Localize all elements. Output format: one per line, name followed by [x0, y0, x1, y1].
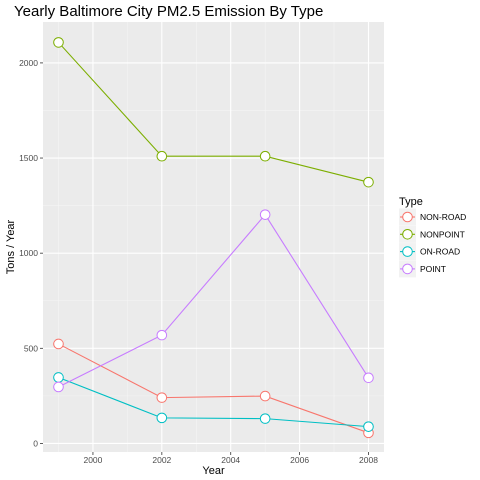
- x-tick-label: 2002: [152, 455, 171, 465]
- legend-key-point-nonpoint: [402, 229, 413, 240]
- series-line-on-road: [58, 376, 369, 428]
- data-point-on-road: [156, 412, 168, 424]
- legend-label-point: POINT: [420, 264, 446, 274]
- legend-title: Type: [399, 196, 423, 208]
- legend: NON-ROAD NONPOINT ON-ROAD POINT: [399, 208, 466, 278]
- x-tick-label: 2008: [359, 455, 378, 465]
- data-point-nonpoint: [53, 37, 64, 48]
- y-tick-label: 0: [33, 438, 38, 448]
- legend-label-on-road: ON-ROAD: [420, 247, 460, 257]
- data-point-nonpoint: [363, 176, 374, 188]
- y-tick-label: 500: [24, 343, 38, 353]
- data-point-non-road: [156, 392, 168, 403]
- data-point-point: [363, 372, 374, 384]
- y-axis-title: Tons / Year: [5, 219, 17, 274]
- data-point-point: [156, 329, 168, 341]
- series-line-non-road: [58, 343, 369, 434]
- legend-key-point-point: [402, 263, 413, 275]
- y-tick-label: 1000: [19, 248, 38, 258]
- data-point-on-road: [259, 413, 271, 424]
- series-line-nonpoint: [58, 42, 369, 183]
- data-point-non-road: [259, 390, 271, 402]
- series-line-point: [58, 213, 369, 388]
- series-lines: [58, 42, 369, 434]
- data-point-nonpoint: [259, 150, 271, 162]
- x-tick-label: 2004: [221, 455, 240, 465]
- y-axis: 0 500 1000 1500 2000: [19, 58, 43, 448]
- legend-key-point-non-road: [402, 211, 413, 223]
- data-point-point: [259, 209, 271, 220]
- series-points: [53, 37, 374, 439]
- x-axis: 2000 2002 2004 2006 2008: [83, 452, 378, 465]
- data-point-point: [53, 381, 64, 393]
- minor-gridlines: [43, 22, 384, 452]
- y-tick-label: 2000: [19, 58, 38, 68]
- x-axis-title: Year: [202, 465, 225, 477]
- legend-label-nonpoint: NONPOINT: [420, 229, 465, 239]
- x-tick-label: 2000: [83, 455, 102, 465]
- legend-label-non-road: NON-ROAD: [420, 212, 466, 222]
- data-point-non-road: [53, 338, 64, 350]
- legend-key-point-on-road: [402, 246, 413, 257]
- data-point-nonpoint: [156, 150, 168, 162]
- x-tick-label: 2006: [290, 455, 309, 465]
- plot-panel: [43, 22, 384, 452]
- y-tick-label: 1500: [19, 153, 38, 163]
- chart-title: Yearly Baltimore City PM2.5 Emission By …: [14, 3, 323, 20]
- data-point-on-road: [53, 372, 64, 383]
- data-point-on-road: [363, 421, 374, 432]
